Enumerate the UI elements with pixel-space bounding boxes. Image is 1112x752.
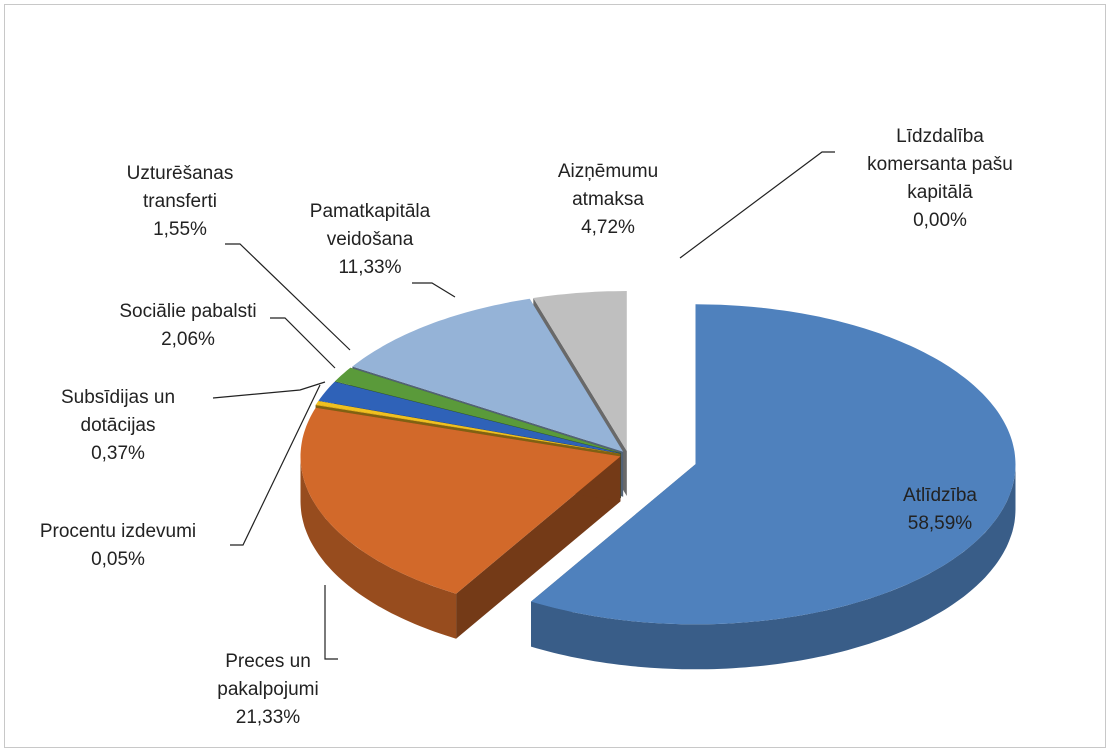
value-label: 1,55%	[153, 219, 207, 240]
slice	[315, 404, 621, 454]
leader-line	[212, 381, 326, 399]
slice-label: Aizņēmumu atmaksa 4,72%	[548, 158, 668, 242]
value-label: 0,05%	[91, 549, 145, 570]
slice	[318, 381, 621, 454]
value-label: 0,37%	[91, 443, 145, 464]
leader-line	[324, 585, 338, 660]
category-label: Procentu izdevumi	[39, 521, 197, 542]
category-label: Aizņēmumu atmaksa	[557, 161, 659, 210]
slice	[533, 291, 627, 451]
slice	[335, 367, 621, 453]
slice-label: Pamatkapitāla veidošana 11,33%	[290, 198, 450, 282]
leader-line	[225, 243, 351, 351]
leader-line	[230, 384, 321, 546]
slice-rim	[531, 464, 1016, 670]
category-label: Atlīdzība	[903, 485, 977, 506]
value-label: 0,00%	[913, 210, 967, 231]
leader-line	[679, 151, 835, 259]
slice	[315, 401, 621, 454]
category-label: Sociālie pabalsti	[119, 301, 257, 322]
slice-rim	[300, 456, 457, 639]
slice-label: Uzturēšanas transferti 1,55%	[115, 160, 245, 244]
category-label: Pamatkapitāla veidošana	[309, 201, 431, 250]
slice-label: Sociālie pabalsti 2,06%	[78, 298, 298, 354]
pie	[300, 291, 1016, 670]
value-label: 11,33%	[338, 257, 402, 278]
leader-lines	[212, 151, 835, 660]
chart-border	[4, 4, 1106, 748]
leader-line	[412, 282, 456, 298]
category-label: Subsīdijas un dotācijas	[60, 387, 176, 436]
category-label: Preces un pakalpojumi	[217, 651, 319, 700]
category-label: Līdzdalība komersanta pašu kapitālā	[867, 126, 1013, 203]
value-label: 4,72%	[581, 217, 635, 238]
category-label: Uzturēšanas transferti	[126, 163, 234, 212]
slice	[352, 298, 624, 452]
slice-side	[456, 456, 621, 639]
slice-label: Atlīdzība 58,59%	[903, 482, 977, 538]
leader-line	[270, 317, 336, 369]
slice-label: Subsīdijas un dotācijas 0,37%	[43, 384, 193, 468]
slice	[531, 304, 1016, 625]
slice	[300, 407, 621, 594]
value-label: 21,33%	[235, 707, 301, 728]
value-label: 58,59%	[907, 513, 973, 534]
value-label: 2,06%	[161, 329, 215, 350]
slice-label: Procentu izdevumi 0,05%	[3, 518, 233, 574]
slice-label: Līdzdalība komersanta pašu kapitālā 0,00%	[860, 123, 1020, 235]
slice-label: Preces un pakalpojumi 21,33%	[198, 648, 338, 732]
